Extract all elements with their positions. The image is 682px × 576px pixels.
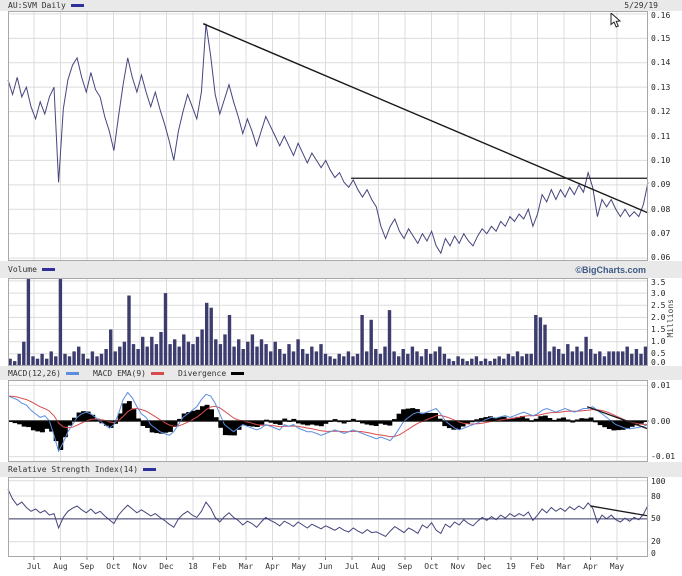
x-axis-month-label: Dec <box>159 562 174 571</box>
rsi-title: Relative Strength Index(14) <box>8 465 139 474</box>
price-y-axis-label: 0.14 <box>651 58 671 68</box>
price-header-band: AU:SVM Daily 5/29/19 <box>0 0 682 11</box>
divergence-legend-dash <box>231 371 245 375</box>
macd-ema-legend-label: MACD EMA(9) <box>92 368 146 378</box>
x-axis-month-label: May <box>609 562 625 571</box>
x-axis-month-label: Sep <box>79 562 95 571</box>
rsi-legend-dash <box>143 468 157 471</box>
volume-legend-dash <box>41 268 55 271</box>
rsi-plot <box>7 477 649 557</box>
price-legend-dash <box>70 4 84 7</box>
price-y-axis-label: 0.10 <box>651 155 671 165</box>
macd-y-axis-label: 0.01 <box>651 380 671 390</box>
volume-title: Volume <box>8 265 37 274</box>
x-axis-month-label: Oct <box>106 562 121 571</box>
x-axis-month-label: Dec <box>477 562 492 571</box>
x-axis <box>33 557 618 560</box>
x-axis-month-label: Jun <box>318 562 333 571</box>
x-axis-month-label: Feb <box>530 562 545 571</box>
x-axis-month-label: Jul <box>26 562 42 571</box>
chart-date: 5/29/19 <box>624 1 658 10</box>
rsi-y-axis-label: 80 <box>651 491 661 501</box>
price-y-axis-label: 0.07 <box>651 229 671 239</box>
x-axis-month-label: Aug <box>371 562 386 571</box>
price-y-axis-label: 0.08 <box>651 204 671 214</box>
volume-axis-unit-label: Millions <box>666 299 675 338</box>
price-y-axis-label: 0.11 <box>651 131 671 141</box>
volume-y-axis-label: 2.5 <box>651 300 666 310</box>
volume-header-band: Volume ©BigCharts.com <box>0 261 682 278</box>
rsi-y-axis-label: 100 <box>651 477 666 486</box>
rsi-y-axis-label: 50 <box>651 514 661 524</box>
price-y-axis-label: 0.16 <box>651 11 671 20</box>
volume-y-axis-label: 2.0 <box>651 312 666 322</box>
x-axis-month-label: Nov <box>450 562 466 571</box>
x-axis-month-label: Jul <box>344 562 360 571</box>
x-axis-month-label: Apr <box>583 562 598 571</box>
volume-y-axis-label: 1.0 <box>651 337 666 347</box>
macd-plot <box>7 380 649 462</box>
x-axis-month-label: Oct <box>424 562 439 571</box>
volume-y-axis-label: 0.0 <box>651 358 666 367</box>
x-axis-month-label: 18 <box>188 562 198 571</box>
x-axis-month-label: May <box>291 562 307 571</box>
x-axis-month-label: 19 <box>506 562 516 571</box>
macd-y-axis-label: 0.00 <box>651 416 671 426</box>
x-axis-month-label: Mar <box>238 562 254 571</box>
volume-y-axis-label: 0.5 <box>651 349 666 359</box>
price-y-axis-label: 0.13 <box>651 82 671 92</box>
mouse-cursor-icon <box>610 13 622 28</box>
macd-line-legend-dash <box>65 371 79 375</box>
x-axis-month-label: Aug <box>53 562 68 571</box>
volume-y-axis-label: 1.5 <box>651 325 666 335</box>
macd-legend-label: MACD(12,26) <box>8 368 61 378</box>
price-y-axis-label: 0.09 <box>651 180 671 190</box>
price-y-axis-label: 0.12 <box>651 107 671 117</box>
x-axis-month-label: Sep <box>397 562 413 571</box>
volume-y-axis-label: 3.0 <box>651 288 666 298</box>
symbol-title: AU:SVM Daily <box>8 1 66 10</box>
macd-y-axis-label: -0.01 <box>651 452 676 462</box>
price-y-axis-label: 0.15 <box>651 33 671 43</box>
x-axis-month-label: Nov <box>132 562 148 571</box>
volume-y-axis-label: 3.5 <box>651 278 666 287</box>
x-axis-month-label: Feb <box>212 562 227 571</box>
rsi-y-axis-label: 0 <box>651 549 656 558</box>
macd-header-band: MACD(12,26) MACD EMA(9) Divergence <box>0 366 682 380</box>
x-axis-month-label: Apr <box>265 562 280 571</box>
volume-plot <box>8 278 648 366</box>
x-axis-month-label: Mar <box>556 562 572 571</box>
macd-ema-legend-dash <box>150 371 164 375</box>
price-plot <box>7 11 649 261</box>
divergence-legend-label: Divergence <box>177 368 227 378</box>
price-y-axis-label: 0.06 <box>651 253 671 262</box>
rsi-y-axis-label: 20 <box>651 537 661 547</box>
bigcharts-credit-link[interactable]: ©BigCharts.com <box>575 264 646 275</box>
rsi-header-band: Relative Strength Index(14) <box>0 462 682 477</box>
